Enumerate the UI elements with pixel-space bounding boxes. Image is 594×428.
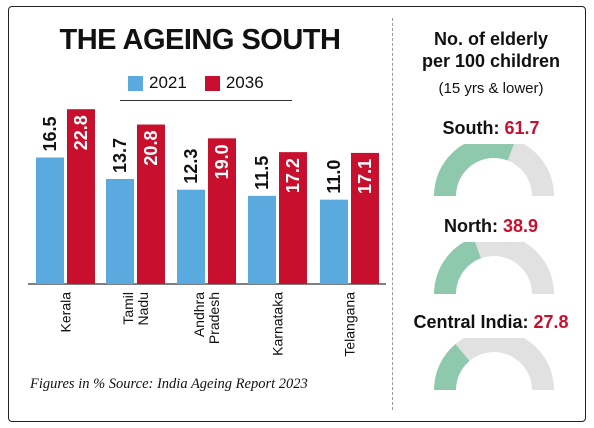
data-label-kerala-2021: 16.5 bbox=[40, 116, 60, 151]
bar-kerala-2036 bbox=[67, 109, 95, 284]
gauge-label-central-india: Central India: 27.8 bbox=[396, 312, 586, 333]
gauge-fill-south bbox=[434, 144, 515, 196]
legend-underline bbox=[120, 100, 292, 101]
legend-item-2036: 2036 bbox=[204, 73, 264, 93]
legend-swatch-2036 bbox=[204, 75, 220, 91]
legend-swatch-2021 bbox=[128, 75, 143, 91]
data-label-telangana-2021: 11.0 bbox=[324, 160, 344, 194]
legend: 2021 2036 bbox=[128, 73, 264, 93]
bar-telangana-2036 bbox=[351, 152, 379, 284]
data-label-tamil-nadu-2021: 13.7 bbox=[110, 138, 130, 173]
gauge-fill-central-india bbox=[434, 344, 470, 390]
data-label-karnataka-2021: 11.5 bbox=[252, 156, 272, 190]
data-label-kerala-2036: 22.8 bbox=[71, 115, 91, 150]
gauge-name-south: South: bbox=[442, 118, 500, 138]
category-label-andhra-pradesh-line2: Pradesh bbox=[206, 292, 222, 344]
bar-kerala-2021 bbox=[36, 157, 64, 284]
gauge-value-north: 38.9 bbox=[502, 216, 539, 236]
gauge-track-central-india bbox=[455, 338, 554, 390]
category-label-tamil-nadu-line1: Tamil bbox=[120, 292, 136, 325]
gauge-fill-north bbox=[434, 242, 482, 294]
category-label-andhra-pradesh-line1: Andhra bbox=[191, 292, 207, 337]
gauge-value-central-india: 27.8 bbox=[533, 312, 569, 332]
chart-frame bbox=[8, 6, 586, 422]
footnote: Figures in % Source: India Ageing Report… bbox=[30, 376, 308, 392]
gauge-label-north: North: 38.9 bbox=[396, 216, 586, 237]
gauge-south bbox=[434, 144, 554, 196]
gauge-track-north bbox=[475, 242, 554, 294]
chart-title: THE AGEING SOUTH bbox=[59, 24, 341, 56]
bar-andhra-pradesh-2021 bbox=[177, 189, 205, 284]
gauge-north bbox=[434, 242, 554, 294]
right-panel-title: No. of elderly per 100 children bbox=[396, 28, 586, 72]
right-panel-title-line2: per 100 children bbox=[421, 51, 561, 71]
legend-label-2021: 2021 bbox=[149, 73, 187, 92]
gauge-track-south bbox=[507, 144, 554, 196]
bar-chart: 16.5 22.8 Kerala 13.7 20.8 Tamil Nadu 12.3 19.0 A… bbox=[28, 109, 386, 357]
data-label-telangana-2036: 17.1 bbox=[355, 159, 375, 194]
right-panel-subtitle: (15 yrs & lower) bbox=[438, 80, 544, 97]
gauge-value-south: 61.7 bbox=[504, 118, 540, 138]
gauge-name-north: North: bbox=[443, 216, 498, 236]
bar-andhra-pradesh-2036 bbox=[208, 138, 236, 284]
category-label-tamil-nadu-line2: Nadu bbox=[135, 292, 151, 325]
gauge-central-india bbox=[434, 338, 554, 390]
category-label-telangana: Telangana bbox=[342, 292, 358, 357]
data-label-karnataka-2036: 17.2 bbox=[283, 158, 303, 193]
legend-item-2021: 2021 bbox=[128, 73, 187, 93]
legend-label-2036: 2036 bbox=[225, 73, 264, 92]
gauge-name-central-india: Central India: bbox=[413, 312, 529, 332]
right-panel-title-line1: No. of elderly bbox=[433, 29, 549, 49]
category-label-kerala: Kerala bbox=[58, 292, 74, 333]
bar-tamil-nadu-2036 bbox=[137, 124, 165, 285]
data-label-tamil-nadu-2036: 20.8 bbox=[141, 131, 161, 166]
bar-karnataka-2036 bbox=[279, 152, 307, 284]
bar-tamil-nadu-2021 bbox=[106, 178, 134, 284]
panel-divider bbox=[392, 18, 393, 410]
data-label-andhra-pradesh-2036: 19.0 bbox=[212, 144, 232, 179]
category-label-karnataka: Karnataka bbox=[270, 292, 286, 356]
bar-telangana-2021 bbox=[320, 199, 348, 284]
gauge-label-south: South: 61.7 bbox=[396, 118, 586, 139]
bar-karnataka-2021 bbox=[248, 195, 276, 284]
data-label-andhra-pradesh-2021: 12.3 bbox=[181, 149, 201, 184]
